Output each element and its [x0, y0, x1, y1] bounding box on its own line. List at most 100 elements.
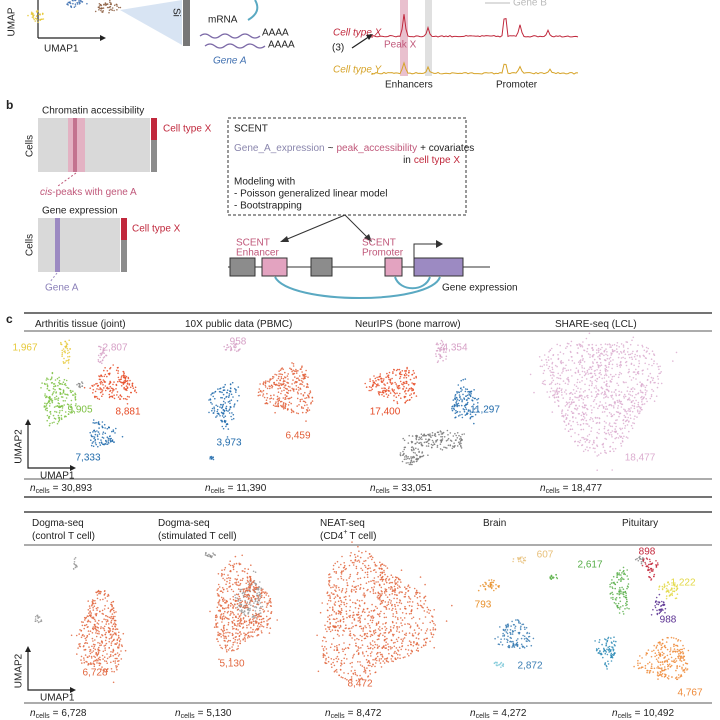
cell-dot: [279, 383, 282, 385]
cell-dot: [582, 358, 584, 360]
cell-dot: [380, 567, 383, 570]
cell-dot: [225, 599, 228, 602]
cell-dot: [277, 391, 280, 394]
cell-dot: [216, 405, 219, 408]
cell-dot: [593, 358, 596, 361]
cell-dot: [461, 413, 463, 416]
cell-dot: [552, 371, 555, 374]
cell-dot: [363, 596, 366, 598]
cell-dot: [602, 446, 605, 448]
cell-dot: [382, 645, 385, 648]
cell-dot: [262, 611, 265, 613]
cell-dot: [615, 393, 617, 395]
cell-dot: [44, 402, 46, 405]
cell-dot: [398, 646, 401, 649]
cell-dot: [262, 389, 265, 392]
cell-dot: [218, 602, 220, 604]
cell-dot: [409, 598, 412, 600]
cell-dot: [227, 574, 229, 576]
cell-dot: [60, 414, 63, 417]
cell-dot: [392, 634, 395, 637]
cell-dot: [373, 381, 375, 384]
cell-dot: [111, 7, 114, 9]
cell-dot: [605, 395, 608, 397]
cell-dot: [241, 600, 244, 602]
cell-dot: [608, 422, 611, 425]
cell-dot: [216, 616, 218, 618]
cell-dot: [390, 600, 393, 602]
cell-dot: [289, 389, 292, 392]
cell-dot: [107, 437, 110, 440]
cell-dot: [244, 601, 247, 604]
cell-dot: [416, 647, 419, 649]
cell-dot: [357, 571, 359, 574]
cell-dot: [623, 408, 625, 411]
cell-dot: [473, 397, 476, 400]
cell-dot: [328, 584, 331, 587]
cell-dot: [92, 662, 95, 664]
cell-dot: [433, 622, 435, 625]
cell-dot: [231, 611, 234, 613]
cell-dot: [134, 389, 136, 391]
cell-dot: [297, 370, 299, 372]
cell-dot: [548, 365, 551, 368]
cell-dot: [351, 661, 353, 664]
cell-dot: [562, 353, 565, 355]
cell-dot: [266, 592, 268, 595]
cell-dot: [244, 615, 247, 617]
cell-dot: [229, 402, 231, 405]
cell-dot: [619, 402, 622, 405]
cell-dot: [55, 411, 58, 413]
cell-dot: [117, 380, 119, 383]
dataset-title: 10X public data (PBMC): [185, 319, 292, 330]
cell-dot: [351, 588, 353, 591]
cell-dot: [644, 392, 647, 394]
cell-dot: [384, 605, 387, 608]
polya: AAAA: [262, 28, 289, 39]
loop: [394, 276, 431, 290]
cell-dot: [447, 444, 450, 447]
cell-dot: [254, 610, 257, 612]
cell-dot: [603, 390, 606, 393]
cell-dot: [598, 349, 600, 352]
cell-dot: [294, 380, 297, 383]
cell-dot: [586, 435, 589, 437]
cell-dot: [349, 662, 352, 665]
cell-dot: [260, 589, 263, 591]
cell-dot: [340, 601, 343, 603]
cell-dot: [219, 415, 221, 417]
cell-dot: [58, 387, 61, 390]
cell-dot: [255, 597, 257, 600]
cell-dot: [238, 623, 240, 625]
cell-dot: [632, 377, 635, 379]
cell-dot: [366, 571, 369, 573]
cell-dot: [619, 366, 622, 368]
cell-dot: [400, 648, 403, 651]
cell-dot: [226, 628, 228, 631]
cell-dot: [616, 365, 619, 368]
cell-dot: [63, 357, 65, 360]
cell-dot: [629, 353, 632, 356]
cell-dot: [269, 627, 272, 629]
cell-dot: [608, 411, 611, 414]
cell-dot: [441, 341, 444, 343]
cell-dot: [112, 600, 115, 603]
cell-dot: [459, 414, 461, 416]
cell-dot: [85, 641, 87, 644]
cell-dot: [111, 630, 114, 633]
cell-dot: [603, 374, 606, 377]
cell-dot: [551, 577, 554, 579]
cell-dot: [118, 640, 121, 643]
cell-dot: [384, 390, 387, 393]
cell-dot: [588, 388, 590, 391]
cell-dot: [266, 604, 269, 606]
cell-dot: [383, 564, 385, 567]
cell-dot: [401, 630, 404, 632]
leader: [57, 172, 77, 187]
cell-dot: [576, 378, 579, 381]
cell-dot: [459, 395, 461, 398]
cell-dot: [377, 592, 380, 594]
cell-dot: [568, 359, 570, 361]
arrowhead: [25, 646, 31, 652]
cell-dot: [247, 568, 250, 570]
